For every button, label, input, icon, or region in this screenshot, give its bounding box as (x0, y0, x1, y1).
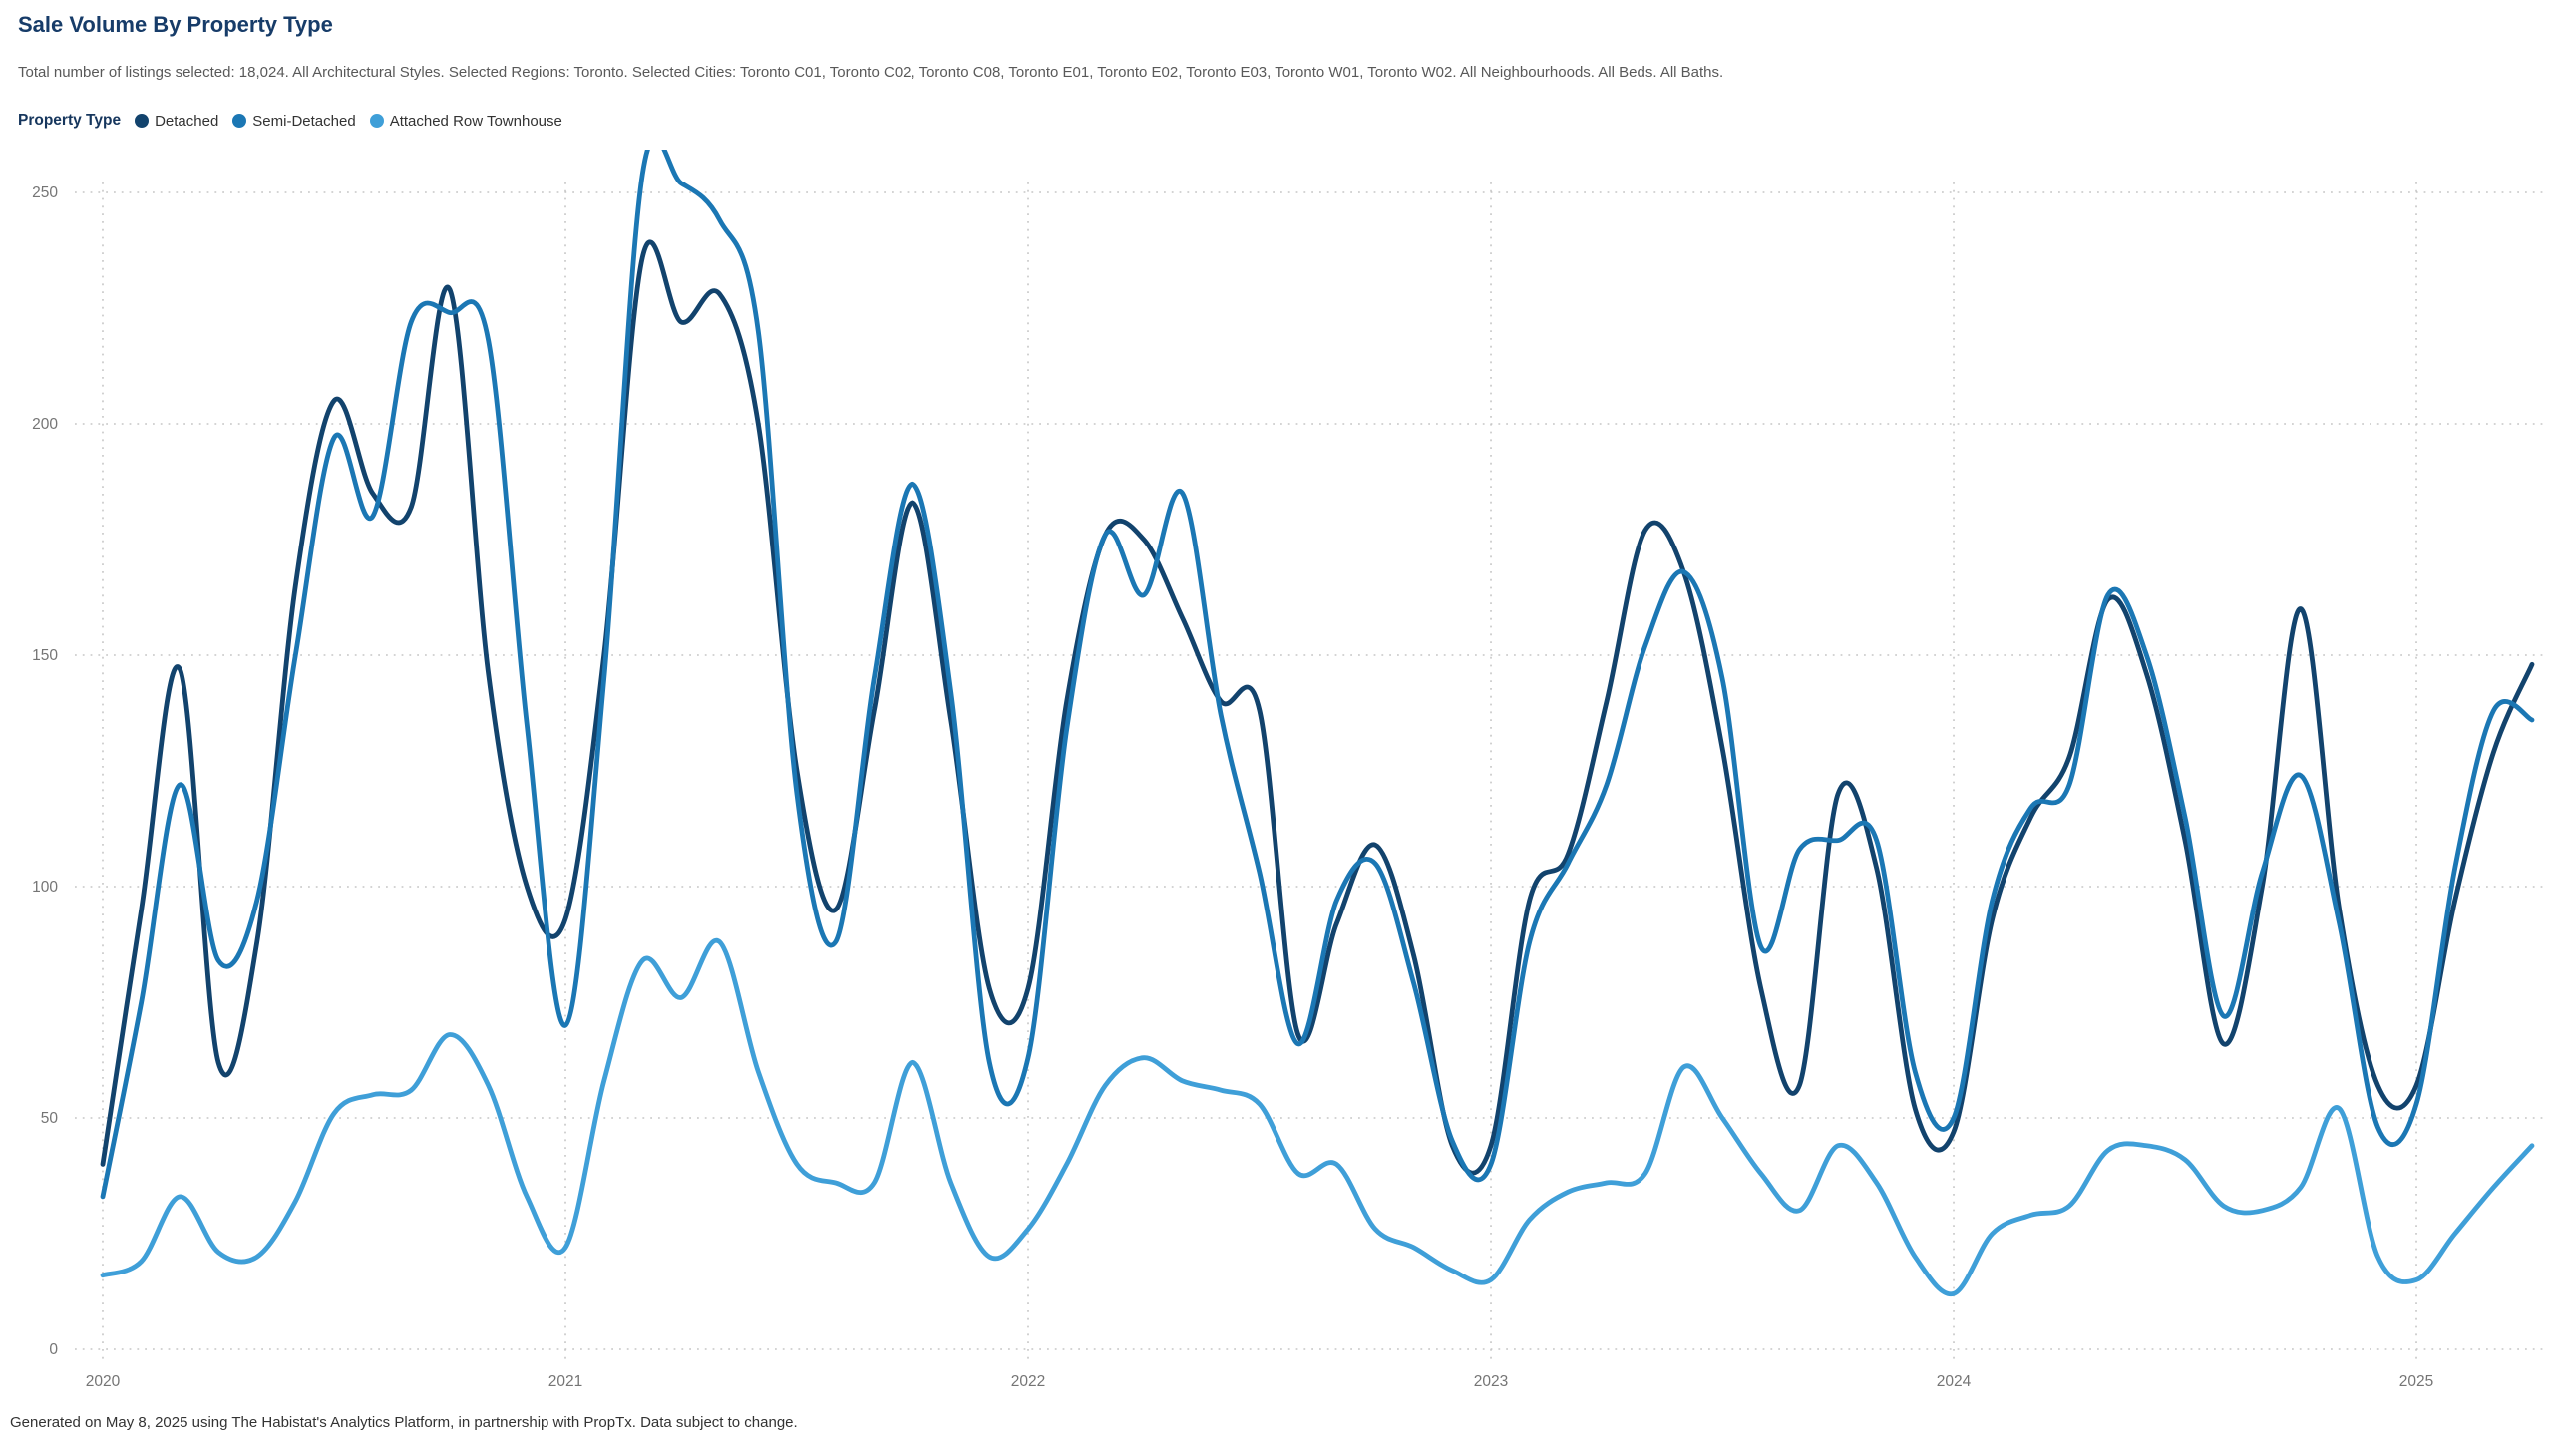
y-axis-tick-label: 250 (32, 184, 58, 201)
legend-dot (369, 114, 384, 128)
x-axis-tick-label: 2025 (2399, 1373, 2433, 1390)
legend-item-detached[interactable]: Detached (135, 113, 218, 130)
series-line-attached-row-townhouse (100, 937, 2535, 1296)
footer-note: Generated on May 8, 2025 using The Habis… (10, 1414, 798, 1431)
x-axis-tick-label: 2020 (86, 1373, 121, 1390)
y-axis-tick-label: 200 (32, 416, 58, 433)
y-axis-tick-label: 50 (41, 1110, 59, 1127)
legend-dot (232, 114, 247, 128)
x-axis-tick-label: 2021 (548, 1373, 582, 1390)
chart-subtitle: Total number of listings selected: 18,02… (18, 64, 1724, 81)
x-axis-tick-label: 2024 (1937, 1373, 1972, 1390)
legend-item-label: Semi-Detached (252, 112, 356, 130)
page-title: Sale Volume By Property Type (18, 12, 333, 37)
legend-item-label: Detached (155, 112, 219, 130)
y-axis-tick-label: 0 (49, 1341, 58, 1358)
legend: Property Type Detached Semi-Detached Attac… (18, 112, 576, 130)
x-axis-tick-label: 2022 (1011, 1373, 1045, 1390)
line-chart: 0 50 100 150 200 250 2020 2021 2022 2023 2024 2025 (32, 150, 2545, 1390)
legend-item-semi-detached[interactable]: Semi-Detached (232, 112, 356, 130)
series-line-semi-detached (100, 150, 2535, 1200)
legend-item-attached-row-townhouse[interactable]: Attached Row Townhouse (369, 112, 562, 130)
legend-dot (135, 114, 150, 128)
legend-title: Property Type (18, 112, 122, 129)
series-line-detached (100, 239, 2535, 1176)
y-axis-tick-label: 150 (32, 647, 58, 664)
legend-item-label: Attached Row Townhouse (389, 112, 562, 130)
y-axis-tick-label: 100 (32, 879, 58, 896)
x-axis-tick-label: 2023 (1474, 1373, 1508, 1390)
